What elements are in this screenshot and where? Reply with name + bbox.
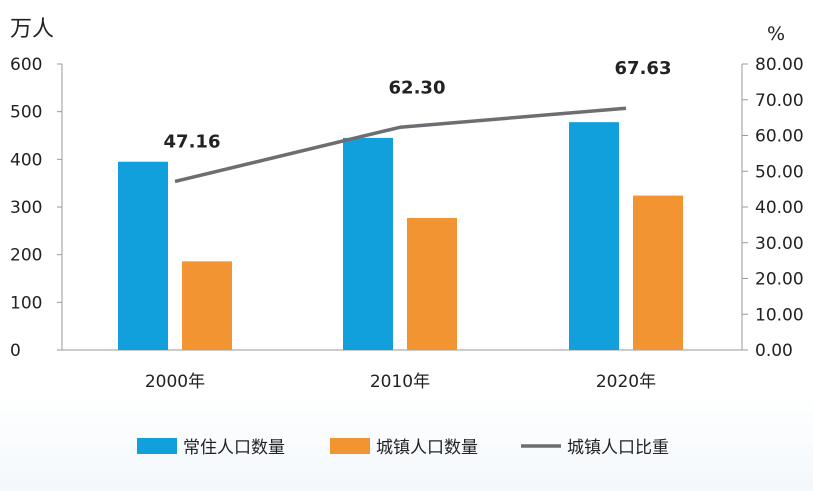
left-tick-label: 100 [10,293,42,313]
right-tick-label: 30.00 [755,234,804,254]
legend-swatch [330,438,370,454]
legend-swatch [137,438,177,454]
x-category-label: 2020年 [596,372,656,392]
right-axis-unit: % [767,23,785,45]
x-category-label: 2010年 [370,372,430,392]
x-category-label: 2000年 [145,372,205,392]
right-tick-label: 60.00 [755,127,804,147]
left-tick-label: 0 [10,341,21,361]
right-tick-label: 10.00 [755,305,804,325]
legend-label: 城镇人口比重 [567,438,669,458]
right-tick-label: 80.00 [755,55,804,75]
left-tick-label: 400 [10,150,42,170]
bar-urban-pop [633,195,683,350]
line-data-label: 62.30 [389,77,446,98]
left-tick-label: 500 [10,103,42,123]
right-tick-label: 50.00 [755,162,804,182]
left-tick-label: 600 [10,55,42,75]
left-tick-label: 200 [10,246,42,266]
bar-resident-pop [343,137,393,350]
line-data-label: 47.16 [164,131,221,152]
right-tick-label: 40.00 [755,198,804,218]
legend-label: 城镇人口数量 [376,438,478,458]
urbanization-rate-line [174,106,627,184]
right-tick-label: 70.00 [755,91,804,111]
bar-resident-pop [569,122,619,350]
left-tick-label: 300 [10,198,42,218]
legend-label: 常住人口数量 [183,438,285,458]
bar-urban-pop [407,217,457,350]
right-tick-label: 0.00 [755,341,793,361]
right-tick-label: 20.00 [755,270,804,290]
bar-resident-pop [118,161,168,350]
left-axis-unit: 万人 [10,17,54,42]
line-data-label: 67.63 [615,58,672,79]
bar-urban-pop [182,261,232,350]
